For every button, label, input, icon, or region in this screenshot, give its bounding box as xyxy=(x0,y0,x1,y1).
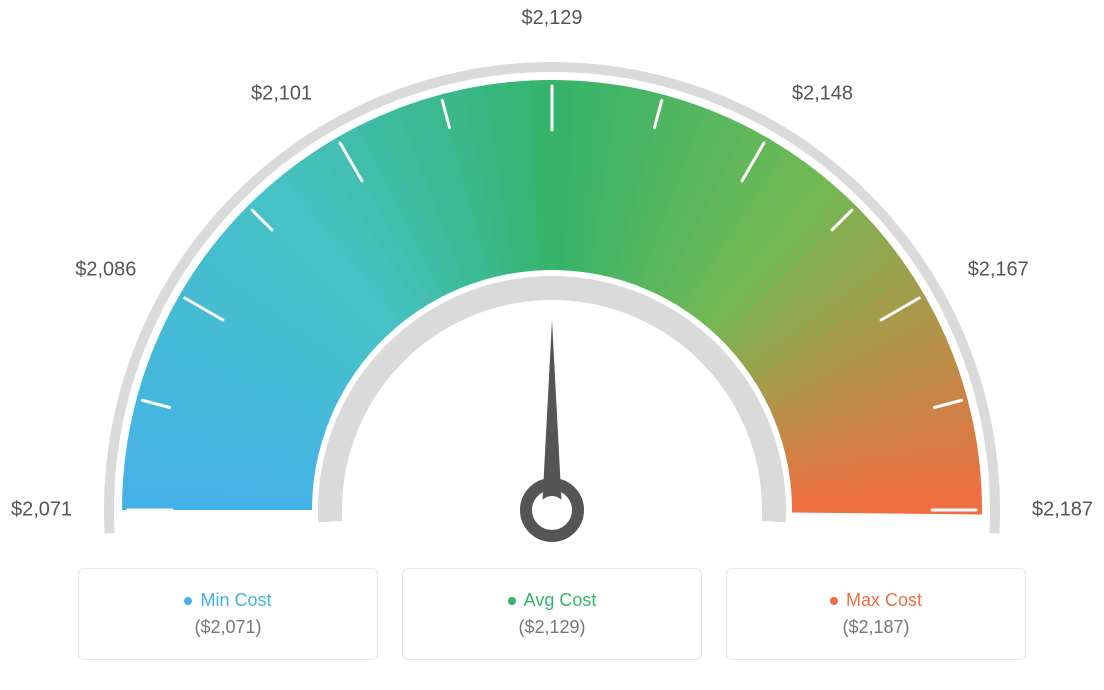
legend-label-min: Min Cost xyxy=(200,590,271,611)
legend-row: Min Cost ($2,071) Avg Cost ($2,129) Max … xyxy=(0,568,1104,660)
legend-value-min: ($2,071) xyxy=(194,617,261,638)
legend-label-avg: Avg Cost xyxy=(524,590,597,611)
gauge-chart xyxy=(0,10,1104,550)
gauge-tick-label: $2,148 xyxy=(792,83,853,106)
legend-card-max: Max Cost ($2,187) xyxy=(726,568,1026,660)
gauge-tick-label: $2,101 xyxy=(251,83,312,106)
legend-dot-avg xyxy=(508,597,516,605)
legend-label-max: Max Cost xyxy=(846,590,922,611)
gauge-tick-label: $2,071 xyxy=(11,499,72,522)
gauge-tick-label: $2,167 xyxy=(968,259,1029,282)
gauge-tick-label: $2,129 xyxy=(522,7,583,30)
legend-dot-min xyxy=(184,597,192,605)
legend-value-avg: ($2,129) xyxy=(518,617,585,638)
gauge-tick-label: $2,086 xyxy=(75,259,136,282)
legend-card-min: Min Cost ($2,071) xyxy=(78,568,378,660)
legend-dot-max xyxy=(830,597,838,605)
legend-card-avg: Avg Cost ($2,129) xyxy=(402,568,702,660)
gauge-tick-label: $2,187 xyxy=(1032,499,1093,522)
legend-value-max: ($2,187) xyxy=(842,617,909,638)
gauge-svg xyxy=(22,10,1082,550)
